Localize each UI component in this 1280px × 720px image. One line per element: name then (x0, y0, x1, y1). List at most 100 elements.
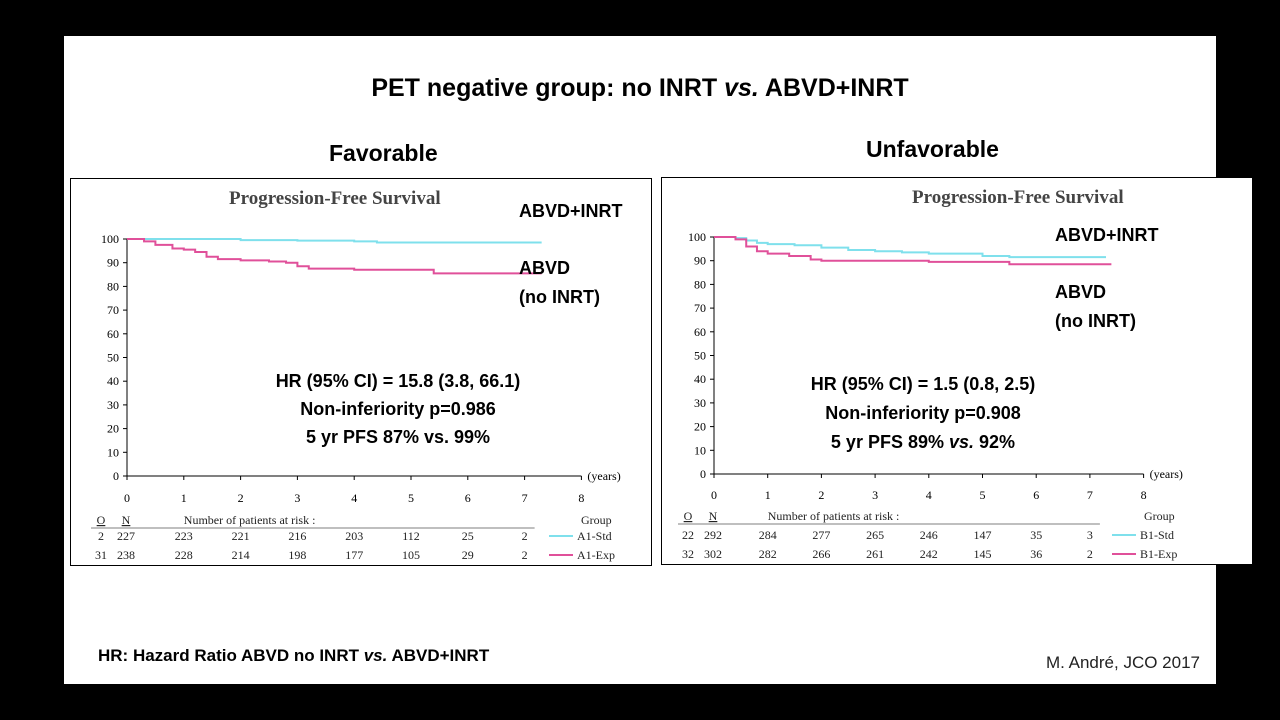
risk-col-o: O (97, 513, 106, 527)
y-tick-label: 30 (694, 396, 706, 410)
risk-count: 284 (759, 528, 777, 542)
x-tick-label: 4 (351, 491, 357, 505)
legend-label: A1-Exp (577, 548, 615, 562)
risk-count: 214 (232, 548, 250, 562)
slide-title-part: ABVD+INRT (758, 74, 909, 102)
risk-count: 35 (1030, 528, 1042, 542)
risk-count: 177 (345, 548, 363, 562)
unfavorable-title: Unfavorable (866, 136, 999, 162)
risk-count: 2 (522, 548, 528, 562)
x-tick-label: 0 (711, 488, 717, 502)
slide-title-vs: vs. (724, 74, 759, 102)
risk-count: 25 (462, 529, 474, 543)
label-no-inrt: (no INRT) (519, 287, 600, 307)
x-tick-label: 6 (1033, 488, 1039, 502)
y-tick-label: 0 (700, 467, 706, 481)
risk-row-n: 302 (704, 547, 722, 561)
risk-count: 3 (1087, 528, 1093, 542)
favorable-km-chart: Progression-Free Survival010203040506070… (91, 188, 623, 562)
x-tick-label: 5 (408, 491, 414, 505)
risk-count: 112 (402, 529, 420, 543)
x-tick-label: 3 (872, 488, 878, 502)
chart-title: Progression-Free Survival (912, 187, 1124, 208)
unfavorable-chart-panel: Progression-Free Survival 0 10 20 30 40 50 60 70… (661, 177, 1253, 565)
favorable-chart-panel: Progression-Free Survival 0 10 20 30 40 50 60 70… (70, 178, 652, 566)
risk-count: 198 (288, 548, 306, 562)
label-abvd: ABVD (1055, 282, 1106, 302)
slide-title: PET negative group: no INRT vs. ABVD+INR… (64, 74, 1216, 103)
risk-count: 29 (462, 548, 474, 562)
x-tick-label: 6 (465, 491, 471, 505)
footnote-part: ABVD+INRT (387, 646, 490, 665)
risk-table-header: Number of patients at risk : (184, 513, 316, 527)
x-tick-label: 8 (578, 491, 584, 505)
risk-count: 282 (759, 547, 777, 561)
series-line-b1-std (714, 236, 1107, 259)
x-axis-label: (years) (1150, 467, 1183, 481)
hr-text: HR (95% CI) = 15.8 (3.8, 66.1) (276, 371, 521, 391)
series-line-b1-exp (714, 236, 1112, 266)
x-tick-label: 5 (980, 488, 986, 502)
citation: M. André, JCO 2017 (1045, 653, 1200, 672)
risk-row-n: 292 (704, 528, 722, 542)
risk-row-o: 32 (682, 547, 694, 561)
pfs-text: 5 yr PFS 89% vs. 92% (831, 432, 1015, 452)
y-tick-label: 70 (694, 301, 706, 315)
x-tick-label: 2 (238, 491, 244, 505)
risk-row-o: 31 (95, 548, 107, 562)
y-tick-label: 100 (688, 230, 706, 244)
y-tick-label: 80 (107, 279, 119, 293)
y-tick-label: 20 (694, 420, 706, 434)
y-tick-label: 50 (694, 349, 706, 363)
legend-label: B1-Std (1140, 528, 1174, 542)
risk-row-n: 238 (117, 548, 135, 562)
legend-label: B1-Exp (1140, 547, 1177, 561)
footnote-part: HR: Hazard Ratio ABVD no INRT (98, 646, 364, 665)
x-tick-label: 7 (522, 491, 528, 505)
slide-title-part: PET negative group: no INRT (371, 74, 725, 102)
risk-count: 277 (812, 528, 830, 542)
series-line-a1-exp (127, 238, 542, 275)
y-tick-label: 60 (694, 325, 706, 339)
y-tick-label: 60 (107, 327, 119, 341)
risk-count: 242 (920, 547, 938, 561)
risk-count: 203 (345, 529, 363, 543)
risk-count: 246 (920, 528, 938, 542)
y-tick-label: 50 (107, 351, 119, 365)
risk-count: 228 (175, 548, 193, 562)
pfs-text-part: 92% (974, 432, 1015, 452)
y-tick-label: 90 (694, 254, 706, 268)
legend-label: A1-Std (577, 529, 612, 543)
non-inferiority-text: Non-inferiority p=0.908 (825, 403, 1021, 423)
favorable-title: Favorable (329, 140, 438, 166)
risk-row-o: 22 (682, 528, 694, 542)
y-tick-label: 30 (107, 398, 119, 412)
x-tick-label: 3 (294, 491, 300, 505)
risk-count: 36 (1030, 547, 1042, 561)
risk-count: 261 (866, 547, 884, 561)
slide: PET negative group: no INRT vs. ABVD+INR… (64, 36, 1253, 684)
y-tick-label: 80 (694, 277, 706, 291)
risk-col-n: N (122, 513, 131, 527)
x-tick-label: 7 (1087, 488, 1093, 502)
y-tick-label: 40 (107, 374, 119, 388)
risk-col-o: O (684, 509, 693, 523)
risk-row-o: 2 (98, 529, 104, 543)
risk-count: 216 (288, 529, 306, 543)
x-tick-label: 0 (124, 491, 130, 505)
y-tick-label: 0 (113, 469, 119, 483)
risk-row-n: 227 (117, 529, 135, 543)
y-tick-label: 10 (694, 443, 706, 457)
label-no-inrt: (no INRT) (1055, 311, 1136, 331)
risk-count: 105 (402, 548, 420, 562)
footnote-vs: vs. (363, 646, 388, 665)
series-line-a1-std (127, 238, 542, 244)
unfavorable-km-chart: Progression-Free Survival010203040506070… (678, 187, 1183, 561)
x-tick-label: 1 (765, 488, 771, 502)
risk-count: 147 (974, 528, 992, 542)
label-abvd-inrt: ABVD+INRT (1055, 225, 1159, 245)
non-inferiority-text: Non-inferiority p=0.986 (300, 399, 496, 419)
risk-count: 265 (866, 528, 884, 542)
pfs-text-vs: vs. (949, 432, 974, 452)
hr-footnote: HR: Hazard Ratio ABVD no INRT vs. ABVD+I… (98, 646, 489, 666)
